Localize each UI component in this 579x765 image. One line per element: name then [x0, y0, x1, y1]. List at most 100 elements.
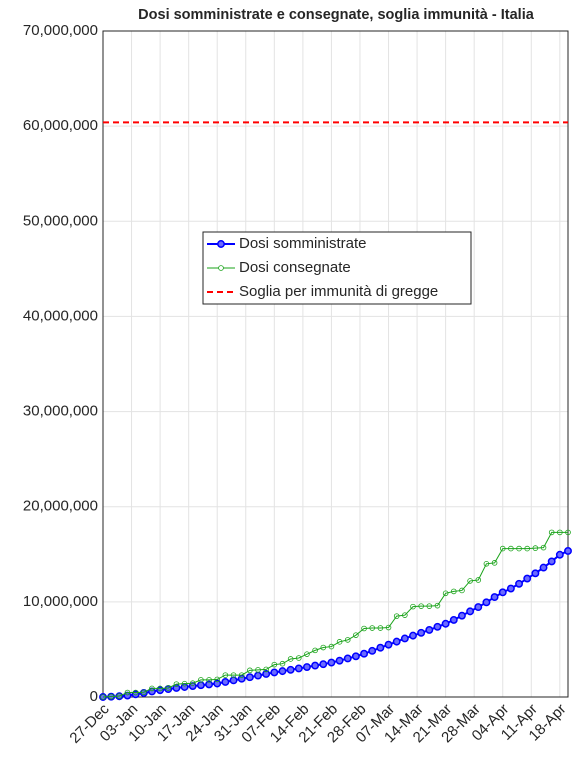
data-point — [304, 651, 310, 657]
data-point — [238, 672, 245, 678]
data-point — [221, 678, 230, 686]
data-point — [515, 579, 524, 588]
data-point — [548, 529, 555, 536]
data-point — [311, 661, 320, 670]
data-point — [524, 545, 531, 552]
data-point — [441, 619, 450, 628]
data-point — [206, 677, 212, 683]
data-point — [108, 693, 114, 700]
data-point — [270, 668, 279, 677]
data-point — [343, 654, 352, 663]
y-tick-label: 20,000,000 — [23, 498, 98, 515]
data-point — [287, 656, 294, 662]
data-point — [295, 655, 302, 661]
data-point — [506, 584, 515, 593]
data-point — [498, 588, 507, 597]
data-point — [214, 676, 221, 683]
data-point — [351, 652, 360, 661]
data-point — [376, 643, 385, 652]
data-point — [482, 598, 491, 607]
data-point — [369, 625, 376, 631]
data-point — [255, 667, 261, 673]
data-point — [508, 545, 514, 552]
data-point — [132, 689, 139, 696]
data-point — [555, 550, 564, 559]
data-point — [467, 578, 473, 584]
legend-label: Soglia per immunità di gregge — [239, 283, 438, 300]
data-point — [344, 637, 351, 643]
data-point — [198, 677, 204, 683]
data-point — [312, 647, 318, 654]
data-point — [450, 588, 457, 595]
data-point — [377, 625, 384, 631]
series — [100, 529, 571, 700]
data-point — [523, 574, 532, 583]
data-point — [336, 639, 343, 645]
data-point — [173, 681, 180, 687]
data-point — [410, 603, 416, 610]
y-tick-label: 0 — [90, 688, 98, 705]
data-point — [474, 603, 483, 612]
data-point — [247, 667, 253, 674]
y-tick-label: 60,000,000 — [23, 117, 98, 134]
y-tick-label: 10,000,000 — [23, 593, 98, 610]
data-point — [384, 640, 393, 649]
y-tick-label: 70,000,000 — [23, 22, 98, 39]
data-point — [140, 689, 147, 696]
data-point — [294, 664, 303, 673]
data-point — [286, 665, 295, 674]
data-point — [409, 631, 417, 640]
data-point — [100, 694, 106, 700]
data-point — [457, 611, 466, 620]
data-point — [547, 557, 556, 566]
data-point — [254, 671, 262, 680]
data-point — [402, 612, 408, 618]
data-point — [459, 587, 465, 594]
data-point — [531, 569, 540, 578]
data-point — [442, 590, 449, 597]
series-line — [102, 531, 568, 698]
data-point — [263, 666, 269, 673]
data-point — [565, 529, 571, 536]
data-point — [302, 663, 311, 671]
data-point — [392, 637, 401, 646]
data-point — [449, 615, 458, 624]
data-point — [353, 632, 359, 638]
data-point — [368, 646, 377, 655]
data-point — [165, 685, 172, 691]
y-tick-label: 30,000,000 — [23, 403, 98, 420]
data-point — [149, 685, 155, 692]
data-point — [499, 545, 506, 552]
data-point — [320, 644, 327, 651]
data-point — [540, 544, 547, 551]
data-point — [490, 593, 499, 602]
data-point — [516, 545, 522, 552]
data-point — [475, 577, 482, 583]
data-point — [205, 680, 214, 689]
data-point — [213, 679, 222, 688]
series-line — [102, 550, 569, 698]
data-point — [157, 685, 163, 692]
data-point — [491, 560, 498, 566]
y-tick-label: 40,000,000 — [23, 307, 98, 324]
data-point — [124, 689, 131, 696]
y-tick-label: 50,000,000 — [23, 212, 98, 229]
data-point — [564, 547, 572, 555]
data-point — [279, 660, 286, 667]
data-point — [262, 670, 271, 678]
legend-label: Dosi consegnate — [239, 259, 351, 276]
data-point — [319, 660, 328, 669]
data-point — [418, 603, 424, 609]
data-point — [434, 602, 441, 609]
data-point — [245, 673, 254, 682]
data-point — [360, 649, 369, 658]
data-point — [181, 680, 188, 687]
legend-marker — [217, 240, 225, 248]
data-point — [557, 529, 563, 536]
data-point — [417, 628, 426, 637]
data-point — [539, 563, 548, 572]
legend-box — [202, 231, 472, 305]
data-point — [466, 607, 475, 616]
